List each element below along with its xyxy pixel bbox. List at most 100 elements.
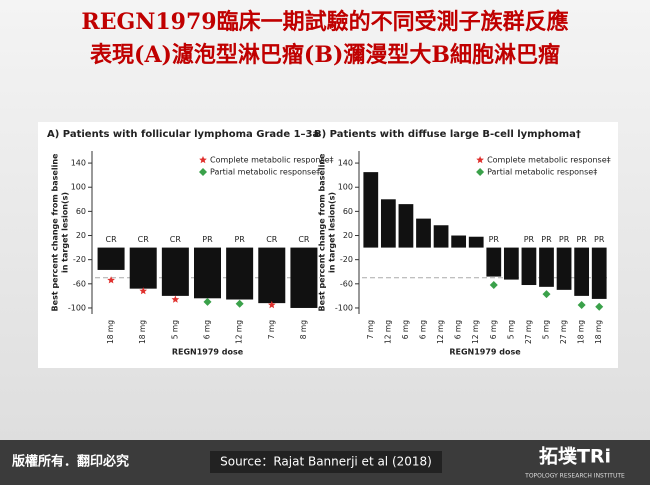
response-label: CR <box>138 235 150 244</box>
bar <box>521 247 537 286</box>
bar <box>591 247 607 299</box>
marker <box>542 290 551 299</box>
y-tick-label: 100 <box>71 183 86 192</box>
charts: A) Patients with follicular lymphoma Gra… <box>47 129 611 357</box>
y-tick-label: -60 <box>73 279 86 288</box>
y-tick-label: 60 <box>76 207 86 216</box>
response-label: PR <box>524 235 535 244</box>
x-tick-label: 5 mg <box>170 320 179 339</box>
marker <box>203 297 212 306</box>
x-tick-label: 6 mg <box>401 320 410 339</box>
marker <box>577 300 586 309</box>
title: 表現(A)濾泡型淋巴瘤(B)瀰漫型大B細胞淋巴瘤 <box>90 42 560 68</box>
bar <box>161 247 189 296</box>
legend-symbol <box>476 156 484 164</box>
bar <box>451 235 467 248</box>
x-axis-label: REGN1979 dose <box>449 348 521 357</box>
y-tick-label: -100 <box>68 303 86 312</box>
y-axis-label: Best percent change from baseline <box>51 153 60 311</box>
y-tick-label: -60 <box>340 279 353 288</box>
x-tick-label: 6 mg <box>419 320 428 339</box>
x-tick-label: 8 mg <box>299 320 308 339</box>
copyright: 版權所有．翻印必究 <box>12 454 129 470</box>
x-tick-label: 18 mg <box>106 320 115 344</box>
response-label: PR <box>541 235 552 244</box>
bar <box>539 247 554 287</box>
x-tick-label: 27 mg <box>559 320 568 344</box>
response-label: PR <box>594 235 605 244</box>
bar <box>433 225 449 248</box>
bar <box>258 247 286 304</box>
bar <box>97 247 125 270</box>
response-label: PR <box>489 235 500 244</box>
logo-sub: TOPOLOGY RESEARCH INSTITUTE <box>524 473 625 480</box>
y-tick-label: -20 <box>340 255 353 264</box>
y-tick-label: -20 <box>73 255 86 264</box>
x-tick-label: 18 mg <box>594 320 603 344</box>
x-tick-label: 12 mg <box>471 320 480 344</box>
response-label: CR <box>266 235 278 244</box>
bar <box>486 247 502 277</box>
legend-label: Partial metabolic response‡ <box>210 168 320 177</box>
y-tick-label: 140 <box>71 159 86 168</box>
marker <box>595 302 604 311</box>
response-label: PR <box>202 235 213 244</box>
bar <box>129 247 157 289</box>
marker <box>107 276 115 284</box>
response-label: CR <box>105 235 117 244</box>
bar <box>290 247 318 308</box>
source: Source：Rajat Bannerji et al (2018) <box>220 455 432 469</box>
x-tick-label: 18 mg <box>577 320 586 344</box>
bar <box>363 172 379 248</box>
y-tick-label: 140 <box>338 159 353 168</box>
response-label: PR <box>559 235 570 244</box>
bar <box>226 247 254 300</box>
marker <box>171 295 180 303</box>
bar <box>380 199 396 248</box>
y-tick-label: 20 <box>343 231 353 240</box>
x-axis-label: REGN1979 dose <box>172 348 244 357</box>
x-tick-label: 6 mg <box>454 320 463 339</box>
marker <box>235 299 244 308</box>
y-tick-label: 100 <box>338 183 353 192</box>
response-label: CR <box>170 235 182 244</box>
bar <box>398 204 414 248</box>
y-axis-label: Best percent change from baseline <box>318 153 327 311</box>
y-tick-label: 60 <box>343 207 353 216</box>
x-tick-label: 12 mg <box>383 320 392 344</box>
x-tick-label: 12 mg <box>235 320 244 344</box>
y-tick-label: 20 <box>76 231 86 240</box>
y-tick-label: -100 <box>335 303 353 312</box>
x-tick-label: 7 mg <box>366 320 375 339</box>
bar <box>468 236 484 248</box>
x-tick-label: 6 mg <box>203 320 212 339</box>
legend-symbol <box>476 168 485 176</box>
logo: 拓墣TRi <box>539 445 611 468</box>
legend-symbol <box>199 168 207 176</box>
response-label: CR <box>298 235 310 244</box>
x-tick-label: 18 mg <box>138 320 147 344</box>
y-axis-label: in target lesion(s) <box>61 192 70 273</box>
x-tick-label: 6 mg <box>489 320 498 339</box>
legend-label: Complete metabolic response‡ <box>210 156 334 165</box>
chart-panel <box>38 122 618 368</box>
source-box <box>210 451 442 473</box>
chart-title: A) Patients with follicular lymphoma Gra… <box>47 129 319 140</box>
x-tick-label: 5 mg <box>542 320 551 339</box>
bar <box>416 218 431 248</box>
y-axis-label: in target lesion(s) <box>328 192 337 273</box>
bar <box>574 247 590 296</box>
marker <box>489 281 498 290</box>
bar <box>556 247 572 290</box>
response-label: PR <box>576 235 587 244</box>
legend-label: Partial metabolic response‡ <box>487 168 597 177</box>
x-tick-label: 7 mg <box>267 320 276 339</box>
title: REGN1979臨床一期試驗的不同受測子族群反應 <box>81 9 568 35</box>
chart-title: B) Patients with diffuse large B-cell ly… <box>314 129 581 140</box>
marker <box>139 287 147 295</box>
x-tick-label: 5 mg <box>506 320 515 339</box>
response-label: PR <box>234 235 245 244</box>
legend-symbol <box>199 156 207 164</box>
bar <box>194 247 221 299</box>
